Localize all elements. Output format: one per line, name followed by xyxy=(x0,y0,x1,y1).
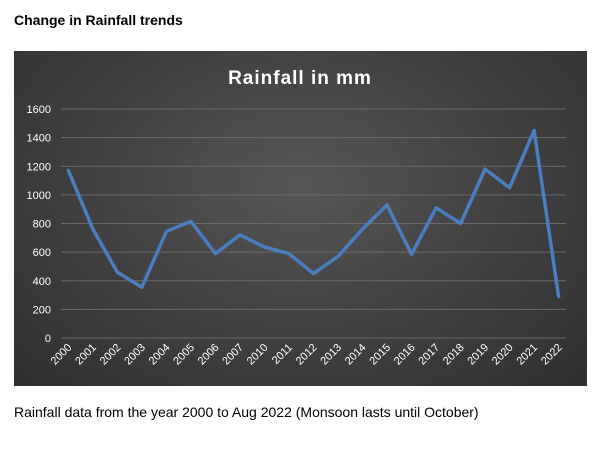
y-tick-label: 1400 xyxy=(27,133,51,145)
x-tick-label: 2017 xyxy=(416,342,442,368)
x-tick-label: 2021 xyxy=(514,342,540,368)
series-layer xyxy=(66,128,561,299)
data-point xyxy=(434,206,438,210)
x-tick-label: 2004 xyxy=(147,342,173,368)
x-tick-label: 2003 xyxy=(122,342,148,368)
data-point xyxy=(459,222,463,225)
data-point xyxy=(91,227,95,231)
data-point xyxy=(410,252,414,256)
x-tick-label: 2019 xyxy=(465,342,491,368)
x-tick-label: 2011 xyxy=(270,342,295,367)
data-point xyxy=(115,270,119,274)
data-point xyxy=(385,203,389,207)
data-point xyxy=(336,254,340,258)
x-tick-label: 2006 xyxy=(196,342,222,368)
data-point xyxy=(189,219,193,223)
data-point xyxy=(262,245,266,249)
y-axis-ticks: 0 200 400 600 800 1000 1200 1400 1600 xyxy=(27,104,51,345)
x-tick-label: 2002 xyxy=(98,342,124,368)
y-tick-label: 1600 xyxy=(27,104,51,116)
y-tick-label: 0 xyxy=(45,333,51,345)
data-point xyxy=(213,252,217,256)
data-point xyxy=(508,186,512,190)
x-tick-label: 2020 xyxy=(490,342,516,368)
chart-title: Rainfall in mm xyxy=(228,68,372,89)
series-line xyxy=(66,128,561,299)
data-point xyxy=(287,252,291,256)
data-point xyxy=(238,233,242,237)
y-tick-label: 800 xyxy=(33,219,51,231)
y-tick-label: 1200 xyxy=(27,161,51,173)
page-heading: Change in Rainfall trends xyxy=(14,12,183,28)
y-tick-label: 400 xyxy=(33,276,51,288)
x-tick-label: 2001 xyxy=(73,342,99,368)
x-tick-label: 2000 xyxy=(49,342,75,368)
x-tick-label: 2015 xyxy=(367,342,393,368)
data-point xyxy=(312,272,315,276)
data-point xyxy=(557,294,561,298)
y-tick-label: 1000 xyxy=(27,190,51,202)
line-chart: Rainfall in mm 0 200 400 600 800 1000 1200 1400… xyxy=(27,68,566,368)
x-tick-label: 2007 xyxy=(220,342,246,368)
x-tick-label: 2022 xyxy=(539,342,565,368)
data-point xyxy=(164,229,168,233)
x-tick-label: 2013 xyxy=(318,342,344,368)
y-tick-label: 200 xyxy=(33,304,51,316)
chart-panel: Rainfall in mm 0 200 400 600 800 1000 1200 1400… xyxy=(14,51,587,386)
x-tick-label: 2012 xyxy=(294,342,320,368)
x-tick-label: 2014 xyxy=(343,342,369,368)
data-point xyxy=(361,227,365,231)
data-point xyxy=(532,128,536,132)
x-tick-label: 2018 xyxy=(441,342,467,368)
x-tick-label: 2005 xyxy=(171,342,197,368)
data-point xyxy=(66,169,70,173)
x-tick-label: 2016 xyxy=(392,342,418,368)
data-point xyxy=(140,285,144,289)
data-point xyxy=(483,167,487,171)
chart-caption: Rainfall data from the year 2000 to Aug … xyxy=(14,404,479,420)
x-tick-label: 2010 xyxy=(245,342,271,368)
gridlines xyxy=(61,108,566,339)
y-tick-label: 600 xyxy=(33,247,51,259)
